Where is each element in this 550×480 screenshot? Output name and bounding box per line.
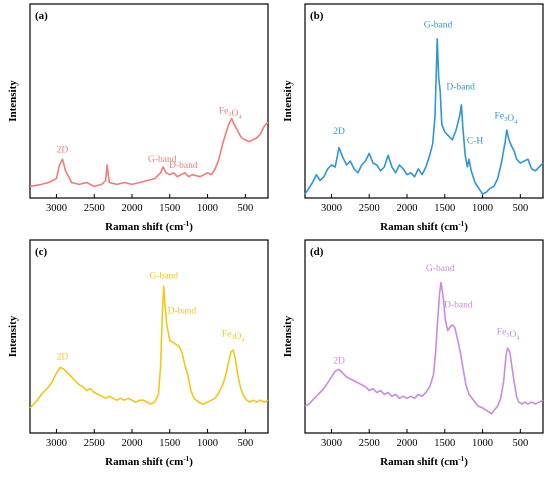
x-tick-label: 500: [512, 203, 528, 214]
x-axis-title: Raman shift (cm-1): [380, 455, 468, 468]
peak-label: D-band: [446, 82, 475, 92]
x-tick-label: 2000: [397, 203, 418, 214]
spectrum-line: [304, 281, 544, 415]
x-tick-label: 2000: [122, 438, 143, 449]
x-tick-label: 2500: [84, 438, 105, 449]
x-tick-label: 500: [237, 203, 253, 214]
spectrum-line: [29, 285, 269, 409]
peak-label: C-H: [467, 137, 484, 147]
plot-frame: [29, 239, 269, 434]
x-tick-label: 3000: [321, 203, 342, 214]
x-tick-label: 1500: [434, 438, 455, 449]
plot-frame: [304, 239, 544, 434]
peak-label: D-band: [169, 161, 198, 171]
peak-label: 2D: [57, 145, 69, 155]
chart-panel-3: 3000 2500 2000 1500 1000 500 2D G-band D-band Fe3…: [7, 239, 269, 468]
peak-label: Fe3O4: [495, 111, 519, 125]
peak-label: G-band: [424, 20, 453, 30]
peak-label: Fe3O4: [497, 328, 521, 342]
chart-panel-2: 3000 2500 2000 1500 1000 500 2D G-band D-band C-H…: [282, 3, 544, 233]
panel-label: (d): [310, 246, 324, 258]
peak-label: G-band: [149, 272, 178, 282]
spectrum-line: [29, 117, 269, 188]
plot-frame: [29, 3, 269, 199]
peak-label: 2D: [333, 127, 345, 137]
x-tick-label: 1000: [197, 203, 218, 214]
x-tick-label: 2500: [359, 438, 380, 449]
x-axis-title: Raman shift (cm-1): [105, 455, 193, 468]
plot-frame: [304, 3, 544, 199]
peak-label: Fe3O4: [219, 107, 243, 121]
x-tick-label: 500: [237, 438, 253, 449]
peak-label: G-band: [148, 155, 177, 165]
x-tick-label: 2500: [359, 203, 380, 214]
y-axis-title: Intensity: [282, 315, 294, 357]
panel-label: (b): [310, 10, 324, 22]
x-tick-label: 3000: [321, 438, 342, 449]
peak-label: D-band: [444, 301, 473, 311]
x-tick-label: 500: [512, 438, 528, 449]
x-axis-title: Raman shift (cm-1): [380, 220, 468, 233]
peak-label: D-band: [168, 306, 197, 316]
x-tick-label: 3000: [46, 438, 67, 449]
x-tick-label: 3000: [46, 203, 67, 214]
x-tick-label: 1500: [434, 203, 455, 214]
chart-panel-4: 3000 2500 2000 1500 1000 500 2D G-band D-band Fe3…: [282, 239, 544, 468]
y-axis-title: Intensity: [7, 315, 19, 357]
peak-label: Fe3O4: [222, 330, 246, 344]
x-tick-label: 2500: [84, 203, 105, 214]
x-tick-label: 1000: [472, 438, 493, 449]
x-tick-label: 1500: [159, 203, 180, 214]
peak-label: 2D: [333, 357, 345, 367]
peak-label: G-band: [426, 264, 455, 274]
x-axis-title: Raman shift (cm-1): [105, 220, 193, 233]
x-tick-label: 1500: [159, 438, 180, 449]
peak-label: 2D: [57, 353, 69, 363]
y-axis-title: Intensity: [7, 80, 19, 122]
x-tick-label: 2000: [397, 438, 418, 449]
spectrum-line: [304, 38, 544, 195]
x-tick-label: 1000: [197, 438, 218, 449]
panel-label: (c): [35, 246, 48, 258]
panel-label: (a): [35, 10, 48, 22]
x-tick-label: 1000: [472, 203, 493, 214]
y-axis-title: Intensity: [282, 80, 294, 122]
x-tick-label: 2000: [122, 203, 143, 214]
